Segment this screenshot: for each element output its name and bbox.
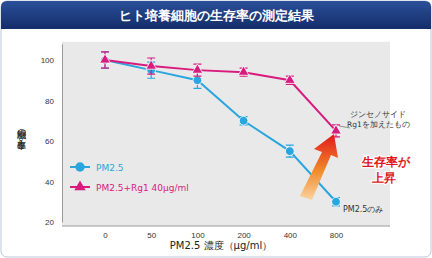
- legend-item: PM2.5: [70, 162, 124, 172]
- series-line: [105, 60, 336, 131]
- annotation: Rg1を加えたもの: [347, 120, 410, 129]
- series-line: [105, 60, 336, 202]
- point: [193, 76, 202, 85]
- title-bar: [1, 1, 431, 29]
- error-cap: [101, 67, 109, 68]
- annotation: ジンセノサイド: [350, 110, 406, 119]
- series: [100, 52, 342, 137]
- error-bar: [240, 117, 248, 125]
- legend-item: PM2.5+Rg1 40μg/ml: [70, 180, 189, 192]
- point: [285, 147, 294, 156]
- x-axis-line: [62, 226, 390, 227]
- x-tick: 50: [147, 226, 156, 240]
- x-tick-label: 0: [103, 231, 108, 240]
- x-axis-title: PM2.5 濃度（μg/ml）: [170, 240, 272, 251]
- y-axis-line: [62, 44, 63, 222]
- y-tick: 80: [45, 97, 62, 106]
- title: ヒト培養細胞の生存率の測定結果: [119, 8, 315, 23]
- x-tick-label: 800: [330, 231, 344, 240]
- x-tick: 100: [191, 226, 205, 240]
- y-tick: 20: [45, 218, 62, 227]
- chart: ヒト培養細胞の生存率の測定結果 20 40 60 80 100 0 50 100 200 400 80…: [0, 0, 432, 258]
- error-cap: [193, 88, 201, 89]
- annotation: 上昇: [371, 171, 396, 185]
- point: [146, 60, 157, 69]
- x-tick-label: 100: [191, 231, 205, 240]
- error-cap: [240, 76, 248, 77]
- x-tick-label: 400: [284, 231, 298, 240]
- error-cap: [147, 57, 155, 58]
- y-tick: 60: [45, 137, 62, 146]
- x-axis: 0 50 100 200 400 800: [62, 226, 390, 240]
- error-cap: [286, 84, 294, 85]
- y-tick-label: 60: [45, 137, 54, 146]
- point: [100, 54, 111, 63]
- error-bar: [286, 145, 294, 157]
- x-tick: 200: [237, 226, 251, 240]
- point: [284, 74, 295, 83]
- legend-marker: [74, 180, 85, 190]
- error-cap: [147, 74, 155, 75]
- y-tick-label: 100: [41, 56, 55, 65]
- point: [239, 116, 248, 125]
- y-axis: 20 40 60 80 100: [41, 44, 63, 227]
- error-cap: [147, 78, 155, 79]
- y-axis-title: 細胞の生存率（%）: [17, 123, 28, 151]
- y-tick-label: 20: [45, 218, 54, 227]
- y-tick: 100: [41, 56, 62, 65]
- point: [192, 64, 203, 73]
- x-tick: 400: [284, 226, 298, 240]
- point: [332, 197, 341, 206]
- error-cap: [286, 157, 294, 158]
- x-tick: 800: [330, 226, 344, 240]
- y-tick-label: 80: [45, 97, 54, 106]
- x-tick: 0: [103, 226, 108, 240]
- plot-area: [62, 42, 390, 226]
- frame: [1, 1, 431, 257]
- error-cap: [101, 51, 109, 52]
- y-tick: 40: [45, 178, 62, 187]
- annotation: 生存率が: [361, 155, 411, 169]
- error-cap: [101, 51, 109, 52]
- annotation: PM2.5のみ: [343, 205, 383, 214]
- x-tick-label: 50: [147, 231, 156, 240]
- point: [238, 66, 249, 75]
- arrow: [300, 134, 338, 200]
- legend-label: PM2.5+Rg1 40μg/ml: [96, 183, 189, 193]
- legend-label: PM2.5: [96, 163, 124, 173]
- error-cap: [101, 67, 109, 68]
- y-tick-label: 40: [45, 178, 54, 187]
- x-tick-label: 200: [237, 231, 251, 240]
- error-bar: [332, 198, 340, 206]
- legend-marker: [75, 162, 84, 171]
- error-cap: [286, 144, 294, 145]
- error-cap: [193, 76, 201, 77]
- legend: PM2.5 PM2.5+Rg1 40μg/ml: [70, 162, 189, 192]
